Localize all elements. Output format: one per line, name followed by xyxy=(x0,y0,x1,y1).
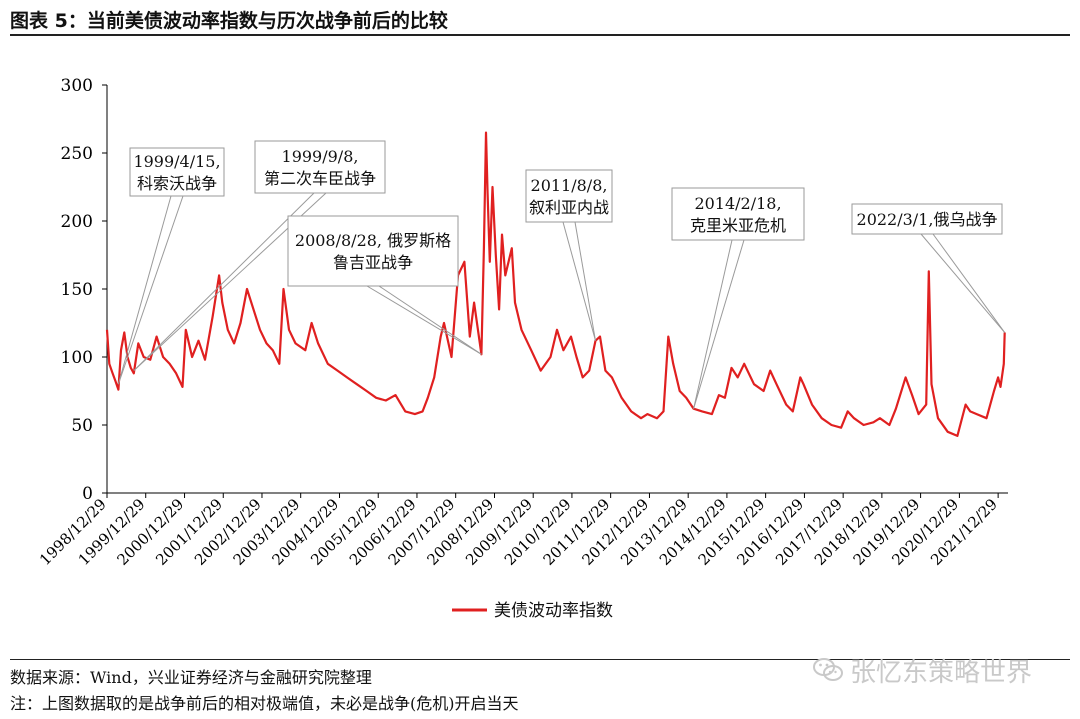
callout-pointer xyxy=(117,195,172,385)
callout-box xyxy=(851,203,1003,235)
callout-pointer xyxy=(932,233,1006,333)
callout-pointer xyxy=(693,239,745,409)
callout-pointer xyxy=(117,195,184,385)
y-tick-label: 300 xyxy=(61,76,93,96)
callout-label: 鲁吉亚战争 xyxy=(333,253,413,272)
legend-label: 美债波动率指数 xyxy=(494,601,613,621)
callout-label: 2022/3/1,俄乌战争 xyxy=(857,210,998,229)
wechat-icon xyxy=(813,658,843,681)
y-tick-label: 250 xyxy=(61,144,93,164)
callout-label: 2011/8/8, xyxy=(531,176,608,195)
callout-pointer xyxy=(562,221,596,341)
callout-box xyxy=(671,187,805,241)
y-tick-label: 50 xyxy=(71,416,93,436)
callout-label: 叙利亚内战 xyxy=(529,198,609,217)
callout-label: 2014/2/18, xyxy=(694,194,781,213)
footer-rule xyxy=(10,659,1070,660)
figure-title: 图表 5：当前美债波动率指数与历次战争前后的比较 xyxy=(10,10,448,32)
callout-pointer xyxy=(920,233,1006,333)
callout-pointer xyxy=(133,192,315,371)
callout-pointer xyxy=(366,285,482,355)
title-rule xyxy=(10,34,1070,36)
callout-pointer xyxy=(574,221,596,341)
chart-series xyxy=(105,131,1006,437)
callout-label: 2008/8/28, 俄罗斯格 xyxy=(295,231,451,250)
callout-box xyxy=(287,215,459,287)
watermark: 张忆东策略世界 xyxy=(812,652,1032,688)
chart-legend: 美债波动率指数 xyxy=(452,601,613,621)
y-tick-label: 200 xyxy=(61,212,93,232)
y-tick-label: 100 xyxy=(61,348,93,368)
callout-box xyxy=(525,169,613,223)
chart-annotations: 1999/4/15, 科索沃战争 1999/9/8, 第二次车臣战争 2008/8/28… xyxy=(117,140,1006,409)
callout-label: 1999/4/15, xyxy=(133,152,220,171)
watermark-text: 张忆东策略世界 xyxy=(850,657,1033,688)
callout-label: 科索沃战争 xyxy=(137,174,217,193)
y-tick-label: 150 xyxy=(61,280,93,300)
callout-pointer xyxy=(378,285,482,355)
y-tick-label: 0 xyxy=(82,484,93,504)
callout-label: 第二次车臣战争 xyxy=(264,169,376,188)
callout-pointer xyxy=(693,239,733,409)
callout-box xyxy=(254,140,386,194)
callout-label: 1999/9/8, xyxy=(282,147,359,166)
footnote: 注：上图数据取的是战争前后的相对极端值，未必是战争(危机)开启当天 xyxy=(10,694,519,713)
series-line xyxy=(105,131,1006,437)
source-note: 数据来源：Wind，兴业证券经济与金融研究院整理 xyxy=(10,668,372,687)
volatility-line-chart: 0501001502002503001998/12/291999/12/2920… xyxy=(36,76,1008,621)
callout-box xyxy=(129,147,225,197)
callout-label: 克里米亚危机 xyxy=(690,216,786,235)
